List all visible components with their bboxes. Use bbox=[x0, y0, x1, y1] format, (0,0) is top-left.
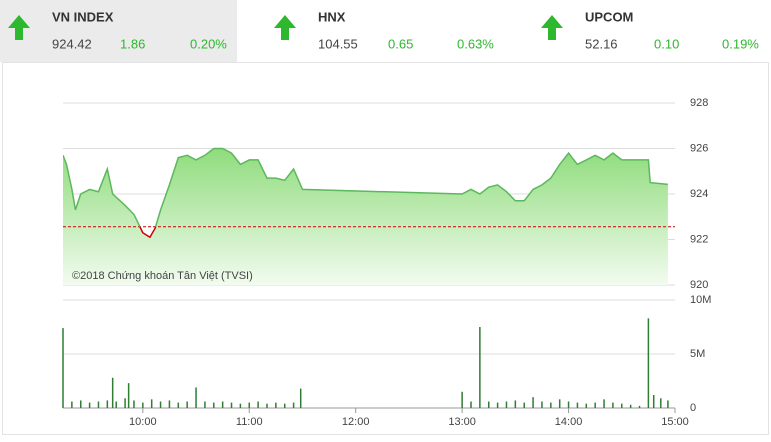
volume-bar bbox=[257, 401, 259, 408]
volume-bar bbox=[603, 399, 605, 408]
volume-bar bbox=[667, 400, 669, 408]
volume-bar bbox=[230, 402, 233, 408]
volume-bar bbox=[652, 395, 655, 408]
volume-bar bbox=[585, 403, 588, 408]
volume-bar bbox=[186, 401, 188, 408]
volume-bar bbox=[248, 402, 251, 408]
watermark: ©2018 Chứng khoán Tân Việt (TVSI) bbox=[72, 270, 253, 282]
volume-bar bbox=[660, 398, 662, 408]
y-tick-label: 920 bbox=[690, 279, 708, 291]
volume-bar bbox=[150, 399, 153, 408]
volume-bar bbox=[567, 401, 570, 408]
active-tab[interactable] bbox=[0, 0, 237, 62]
volume-bar bbox=[127, 383, 130, 408]
y-tick-label: 5M bbox=[690, 348, 705, 360]
volume-bar bbox=[541, 401, 543, 408]
up-arrow bbox=[8, 15, 30, 40]
volume-bar bbox=[115, 401, 117, 408]
chart-frame bbox=[2, 62, 769, 435]
volume-bar bbox=[124, 398, 126, 408]
index-change: 0.10 bbox=[654, 36, 679, 51]
up-arrow bbox=[274, 15, 296, 40]
volume-bar bbox=[470, 401, 472, 408]
index-change: 1.86 bbox=[120, 36, 145, 51]
index-name: VN INDEX bbox=[52, 9, 114, 24]
volume-bar bbox=[97, 401, 100, 408]
x-tick-label: 12:00 bbox=[342, 416, 370, 428]
index-name: UPCOM bbox=[585, 9, 633, 24]
volume-bar bbox=[283, 403, 286, 408]
volume-bar bbox=[461, 391, 463, 408]
volume-bar bbox=[487, 401, 490, 408]
x-tick-label: 11:00 bbox=[236, 416, 263, 428]
volume-bar bbox=[514, 400, 517, 408]
up-arrow bbox=[541, 15, 563, 40]
x-tick-label: 13:00 bbox=[448, 416, 476, 428]
index-change: 0.65 bbox=[388, 36, 413, 51]
price-area bbox=[63, 148, 668, 285]
volume-bar bbox=[532, 397, 534, 408]
volume-bar bbox=[221, 401, 224, 408]
index-name: HNX bbox=[318, 9, 346, 24]
volume-bar bbox=[594, 402, 596, 408]
volume-bar bbox=[505, 401, 508, 408]
volume-bar bbox=[299, 388, 302, 408]
volume-bar bbox=[79, 400, 82, 408]
volume-bar bbox=[629, 404, 632, 408]
volume-bar bbox=[142, 402, 144, 408]
y-tick-label: 922 bbox=[690, 233, 708, 245]
x-tick-label: 14:00 bbox=[555, 416, 583, 428]
y-tick-label: 10M bbox=[690, 294, 711, 306]
index-value: 52.16 bbox=[585, 36, 618, 51]
y-tick-label: 0 bbox=[690, 402, 696, 414]
volume-bar bbox=[195, 387, 197, 408]
volume-bar bbox=[523, 402, 525, 408]
x-tick-label: 10:00 bbox=[129, 416, 157, 428]
volume-bar bbox=[621, 403, 623, 408]
volume-bar bbox=[647, 318, 650, 408]
volume-bar bbox=[612, 402, 614, 408]
volume-bar bbox=[177, 402, 180, 408]
price-line bbox=[63, 147, 668, 227]
index-percent: 0.20% bbox=[190, 36, 227, 51]
volume-bar bbox=[106, 400, 109, 408]
volume-bar bbox=[496, 402, 499, 408]
volume-bar bbox=[62, 328, 64, 408]
plot: 920 922 924 926 928 ©2018 Chứng khoán Tân Việ… bbox=[62, 97, 711, 428]
volume-bar bbox=[168, 400, 171, 408]
volume-bar bbox=[133, 400, 135, 408]
y-tick-label: 928 bbox=[690, 97, 708, 109]
index-percent: 0.63% bbox=[457, 36, 494, 51]
volume-bar bbox=[558, 399, 561, 408]
header: VN INDEX 924.42 1.86 0.20% HNX 104.55 0.… bbox=[0, 0, 759, 62]
x-tick-label: 15:00 bbox=[661, 416, 689, 428]
y-tick-label: 926 bbox=[690, 142, 708, 154]
volume-bar bbox=[266, 403, 268, 408]
volume-bar bbox=[71, 401, 73, 408]
index-percent: 0.19% bbox=[722, 36, 759, 51]
volume-bar bbox=[111, 377, 114, 408]
index-value: 104.55 bbox=[318, 36, 358, 51]
volume-bar bbox=[292, 402, 295, 408]
volume-bar bbox=[479, 327, 481, 408]
volume-bar bbox=[159, 401, 162, 408]
volume-bar bbox=[204, 401, 206, 408]
volume-bar bbox=[638, 405, 641, 408]
volume-bar bbox=[213, 402, 215, 408]
y-tick-label: 924 bbox=[690, 188, 708, 200]
index-value: 924.42 bbox=[52, 36, 92, 51]
volume-bar bbox=[239, 403, 242, 408]
volume-bar bbox=[275, 402, 277, 408]
volume-bar bbox=[550, 402, 552, 408]
volume-bar bbox=[88, 402, 91, 408]
volume-bar bbox=[576, 402, 579, 408]
